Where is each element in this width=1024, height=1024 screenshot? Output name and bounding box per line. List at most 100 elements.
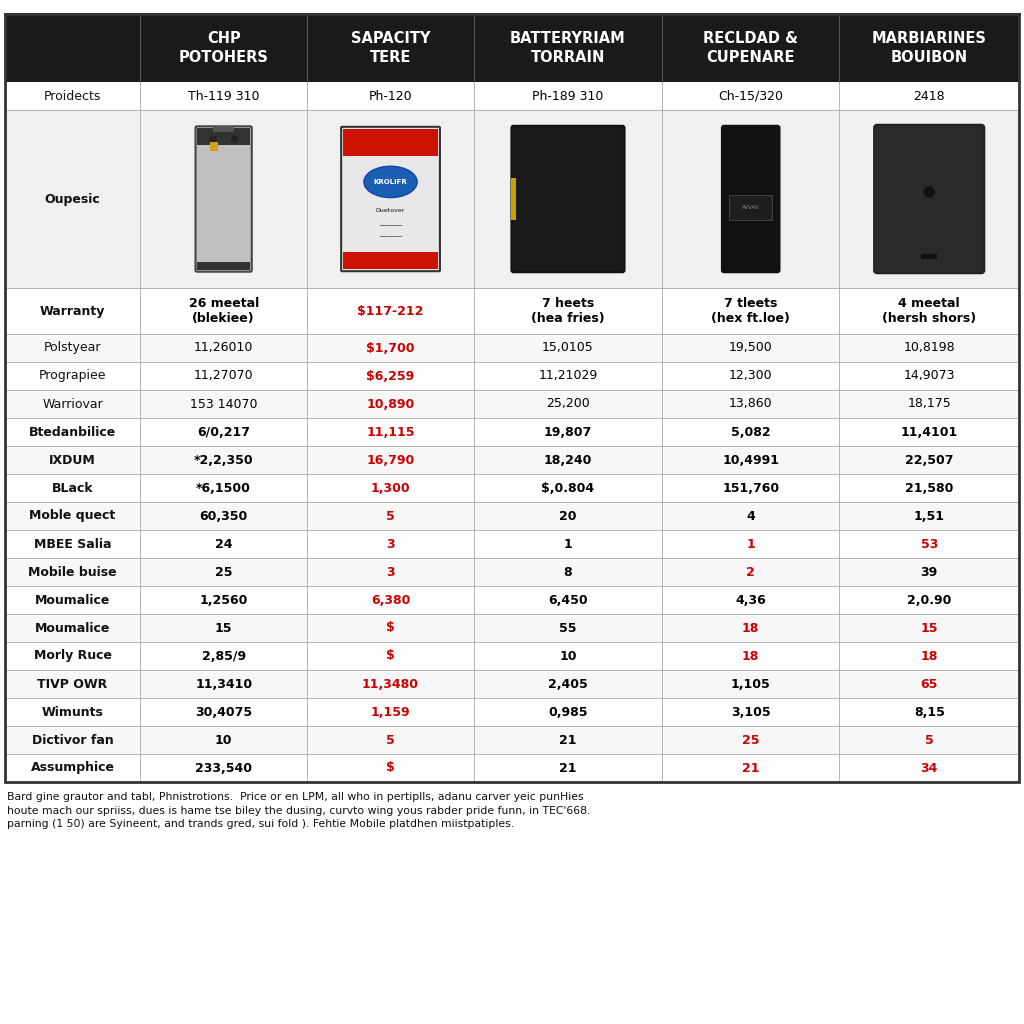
Text: 4,36: 4,36 [735, 594, 766, 606]
Circle shape [925, 186, 934, 197]
Text: 10,4991: 10,4991 [722, 454, 779, 467]
Text: 5: 5 [925, 733, 934, 746]
Text: 21: 21 [742, 762, 760, 774]
Text: 6,450: 6,450 [548, 594, 588, 606]
FancyBboxPatch shape [722, 126, 779, 272]
Text: 8: 8 [563, 565, 572, 579]
Text: 13,860: 13,860 [729, 397, 772, 411]
Text: 2,85/9: 2,85/9 [202, 649, 246, 663]
Text: Ph-120: Ph-120 [369, 89, 413, 102]
FancyBboxPatch shape [196, 126, 252, 271]
FancyBboxPatch shape [341, 127, 440, 271]
Bar [5, 726, 1019, 754]
Text: Oupesic: Oupesic [45, 193, 100, 206]
Bar [5, 334, 1019, 362]
Text: 4: 4 [746, 510, 755, 522]
Text: 20: 20 [559, 510, 577, 522]
Text: 1: 1 [563, 538, 572, 551]
Text: CHP
POTOHERS: CHP POTOHERS [179, 31, 268, 65]
Text: 60,350: 60,350 [200, 510, 248, 522]
Text: 34: 34 [921, 762, 938, 774]
Text: Dictivor fan: Dictivor fan [32, 733, 114, 746]
Text: 21: 21 [559, 733, 577, 746]
Text: 21,580: 21,580 [905, 481, 953, 495]
Text: 1,105: 1,105 [731, 678, 771, 690]
Text: 1,300: 1,300 [371, 481, 411, 495]
Ellipse shape [364, 166, 417, 198]
Text: 1: 1 [746, 538, 755, 551]
Text: 25: 25 [215, 565, 232, 579]
Bar [5, 530, 1019, 558]
Text: ────────: ──────── [379, 233, 402, 239]
Bar [210, 142, 218, 151]
Text: ────────: ──────── [379, 222, 402, 227]
Text: $: $ [386, 622, 395, 635]
Bar [5, 362, 1019, 390]
Bar [343, 252, 438, 269]
Text: BLack: BLack [52, 481, 93, 495]
Text: 5,082: 5,082 [731, 426, 770, 438]
Text: 2418: 2418 [913, 89, 945, 102]
Text: 11,27070: 11,27070 [194, 370, 254, 383]
Text: 18,175: 18,175 [907, 397, 951, 411]
Text: Moumalice: Moumalice [35, 594, 111, 606]
Text: 19,807: 19,807 [544, 426, 592, 438]
Text: BATTERYRIAM
TORRAIN: BATTERYRIAM TORRAIN [510, 31, 626, 65]
Text: 55: 55 [559, 622, 577, 635]
Text: 0,985: 0,985 [548, 706, 588, 719]
Text: 1,159: 1,159 [371, 706, 411, 719]
Bar [5, 418, 1019, 446]
Text: 25: 25 [742, 733, 760, 746]
Bar [197, 128, 250, 144]
Text: 1,2560: 1,2560 [200, 594, 248, 606]
Bar [5, 110, 1019, 288]
Bar [5, 14, 1019, 782]
Bar [5, 586, 1019, 614]
Bar [5, 614, 1019, 642]
Text: 7 heets
(hea fries): 7 heets (hea fries) [531, 297, 605, 326]
Bar [729, 195, 772, 220]
Text: 21: 21 [559, 762, 577, 774]
Text: *6,1500: *6,1500 [197, 481, 251, 495]
Text: Wimunts: Wimunts [42, 706, 103, 719]
Text: $,0.804: $,0.804 [542, 481, 595, 495]
Text: 153 14070: 153 14070 [189, 397, 257, 411]
Text: 4 meetal
(hersh shors): 4 meetal (hersh shors) [882, 297, 976, 326]
Text: Btedanbilice: Btedanbilice [29, 426, 117, 438]
Text: 53: 53 [921, 538, 938, 551]
Text: 22,507: 22,507 [905, 454, 953, 467]
Text: 18: 18 [742, 622, 760, 635]
Text: 233,540: 233,540 [196, 762, 252, 774]
Text: 65: 65 [921, 678, 938, 690]
Text: SAPACITY
TERE: SAPACITY TERE [351, 31, 430, 65]
Text: 2,405: 2,405 [548, 678, 588, 690]
Text: Prograpiee: Prograpiee [39, 370, 106, 383]
Text: 24: 24 [215, 538, 232, 551]
Text: TIVP OWR: TIVP OWR [38, 678, 108, 690]
Bar [5, 502, 1019, 530]
Bar [511, 177, 516, 220]
Text: 10: 10 [559, 649, 577, 663]
Bar [5, 698, 1019, 726]
Text: $1,700: $1,700 [367, 341, 415, 354]
Bar [213, 126, 234, 132]
Text: 151,760: 151,760 [722, 481, 779, 495]
Text: KROLIFR: KROLIFR [374, 179, 408, 185]
Text: 11,26010: 11,26010 [194, 341, 253, 354]
Text: Bard gine grautor and tabl, Phnistrotions.  Price or en LPM, all who in pertipll: Bard gine grautor and tabl, Phnistrotion… [7, 792, 591, 829]
Text: 1,51: 1,51 [913, 510, 945, 522]
Bar [5, 390, 1019, 418]
Text: 14,9073: 14,9073 [903, 370, 955, 383]
Bar [343, 129, 438, 157]
Bar [5, 558, 1019, 586]
Text: Assumphice: Assumphice [31, 762, 115, 774]
Text: Ch-15/320: Ch-15/320 [718, 89, 783, 102]
Text: $6,259: $6,259 [367, 370, 415, 383]
Text: 3: 3 [386, 565, 395, 579]
Text: 18,240: 18,240 [544, 454, 592, 467]
Text: IXDUM: IXDUM [49, 454, 96, 467]
Text: 3,105: 3,105 [731, 706, 770, 719]
Text: 7 tleets
(hex ft.loe): 7 tleets (hex ft.loe) [712, 297, 791, 326]
Text: *2,2,350: *2,2,350 [194, 454, 254, 467]
Bar [922, 254, 937, 259]
